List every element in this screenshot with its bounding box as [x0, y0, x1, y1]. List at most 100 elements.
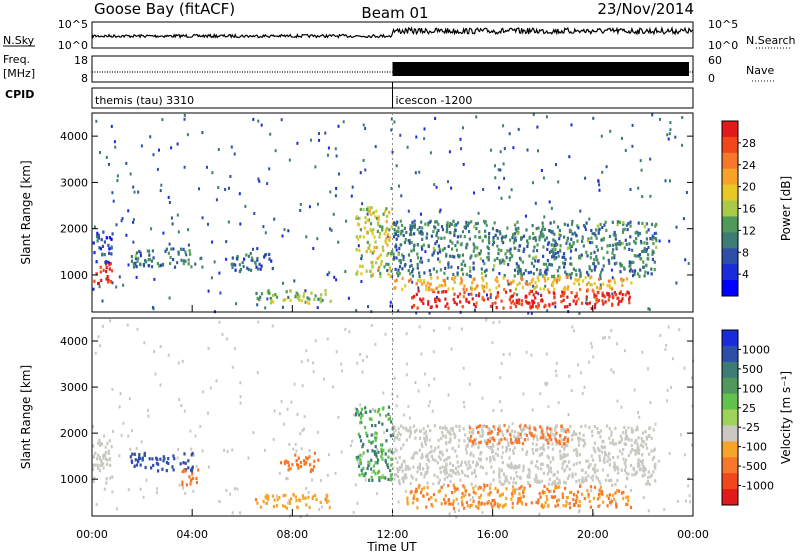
- region-cell: [539, 425, 542, 429]
- region-cell: [551, 302, 554, 306]
- region-cell: [500, 430, 504, 434]
- region-cell: [363, 474, 366, 478]
- scatter-cell: [225, 240, 228, 244]
- region-cell: [589, 505, 592, 509]
- region-cell: [543, 273, 546, 277]
- scatter-cell: [293, 382, 296, 386]
- scatter-cell: [428, 311, 431, 315]
- region-cell: [563, 265, 566, 269]
- region-cell: [613, 278, 616, 282]
- scatter-cell: [462, 230, 464, 234]
- region-cell: [636, 451, 639, 455]
- region-cell: [302, 496, 305, 500]
- region-cell: [541, 462, 544, 466]
- scatter-cell: [608, 336, 611, 339]
- scatter-cell: [417, 389, 420, 393]
- region-cell: [462, 295, 465, 299]
- scatter-cell: [547, 405, 550, 409]
- scatter-cell: [641, 195, 644, 199]
- region-cell: [500, 438, 503, 442]
- region-cell: [500, 237, 503, 241]
- region-cell: [514, 440, 517, 444]
- region-cell: [529, 289, 532, 293]
- region-cell: [575, 494, 578, 498]
- region-cell: [537, 259, 540, 263]
- scatter-cell: [584, 176, 587, 180]
- region-cell: [621, 230, 625, 234]
- region-cell: [546, 487, 549, 491]
- scatter-cell: [537, 292, 540, 296]
- region-cell: [579, 287, 582, 292]
- region-cell: [510, 294, 513, 298]
- colorbar-swatch: [722, 168, 738, 186]
- region-cell: [624, 465, 627, 469]
- region-cell: [416, 243, 419, 247]
- scatter-cell: [512, 146, 515, 150]
- scatter-cell: [519, 268, 522, 272]
- region-cell: [469, 426, 472, 430]
- scatter-cell: [499, 150, 502, 154]
- region-cell: [576, 224, 579, 228]
- region-cell: [542, 287, 546, 291]
- region-cell: [423, 437, 426, 441]
- region-cell: [584, 424, 587, 428]
- region-cell: [630, 448, 634, 452]
- region-cell: [181, 483, 184, 487]
- region-cell: [426, 424, 430, 428]
- scatter-cell: [252, 117, 255, 121]
- scatter-cell: [550, 489, 553, 493]
- region-cell: [547, 441, 550, 445]
- region-cell: [517, 269, 520, 273]
- region-cell: [483, 262, 486, 266]
- region-cell: [641, 461, 644, 465]
- scatter-cell: [425, 463, 428, 466]
- scatter-cell: [485, 318, 488, 322]
- scatter-cell: [465, 448, 468, 451]
- region-cell: [606, 494, 609, 498]
- region-cell: [381, 228, 384, 232]
- region-cell: [532, 277, 535, 281]
- scatter-cell: [407, 404, 410, 408]
- region-cell: [519, 476, 522, 480]
- region-cell: [642, 440, 645, 444]
- region-cell: [384, 476, 387, 480]
- scatter-cell: [376, 447, 379, 451]
- region-cell: [600, 246, 604, 250]
- region-cell: [528, 235, 532, 239]
- region-cell: [484, 229, 487, 233]
- region-cell: [426, 453, 429, 457]
- region-cell: [395, 256, 398, 260]
- region-cell: [606, 250, 609, 254]
- region-cell: [377, 469, 381, 473]
- region-cell: [552, 238, 555, 242]
- region-cell: [538, 238, 541, 242]
- region-cell: [487, 235, 491, 239]
- region-cell: [561, 492, 564, 496]
- region-cell: [536, 243, 539, 247]
- region-cell: [481, 430, 484, 434]
- region-cell: [440, 485, 443, 489]
- region-cell: [523, 486, 526, 490]
- scatter-cell: [342, 120, 345, 124]
- region-cell: [188, 475, 191, 479]
- region-cell: [165, 460, 168, 465]
- region-cell: [265, 496, 268, 500]
- region-cell: [538, 272, 541, 276]
- region-cell: [400, 232, 403, 236]
- scatter-cell: [366, 212, 369, 216]
- region-cell: [374, 438, 377, 442]
- region-cell: [139, 263, 142, 267]
- nsearch-tick-top: 10^5: [708, 18, 738, 31]
- scatter-cell: [429, 400, 432, 404]
- region-cell: [592, 262, 595, 266]
- region-cell: [504, 503, 507, 507]
- scatter-cell: [610, 368, 613, 372]
- region-cell: [528, 484, 532, 488]
- region-cell: [546, 426, 549, 430]
- region-cell: [603, 456, 606, 460]
- region-cell: [444, 472, 447, 476]
- scatter-cell: [350, 194, 353, 198]
- scatter-cell: [314, 165, 317, 169]
- region-cell: [531, 448, 534, 452]
- region-cell: [593, 441, 596, 445]
